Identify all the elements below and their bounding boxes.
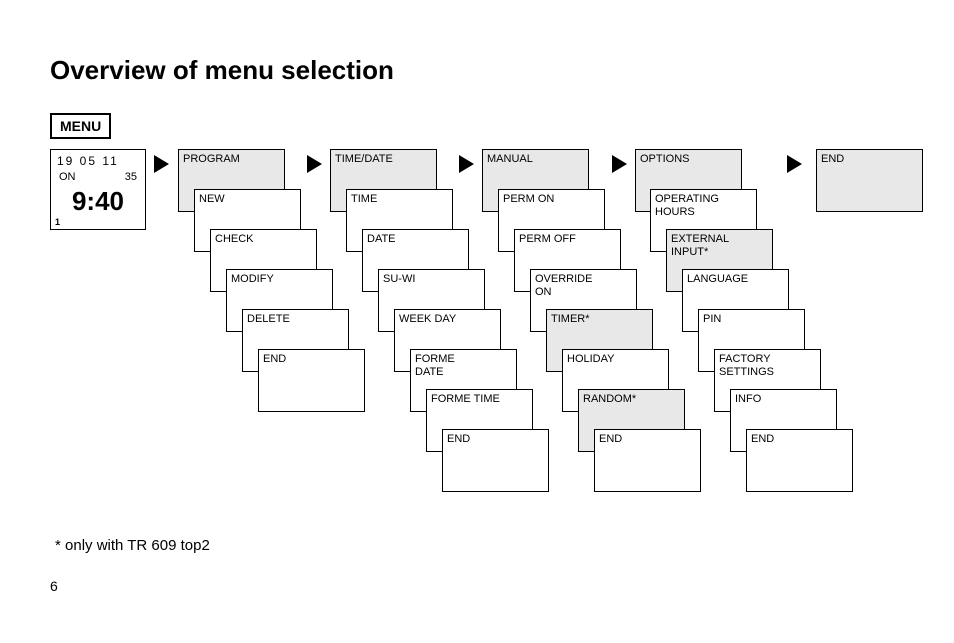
menu-item-label: TIME <box>351 193 377 206</box>
menu-item-label: WEEK DAY <box>399 313 456 326</box>
menu-item-label: DELETE <box>247 313 290 326</box>
menu-item-label: TIMER* <box>551 313 590 326</box>
menu-item-label: MODIFY <box>231 273 274 286</box>
page-number: 6 <box>50 578 58 594</box>
display-box: 19 05 11 ON 35 9:40 1 <box>50 149 146 230</box>
display-value-35: 35 <box>125 171 137 183</box>
menu-item-label: PERM OFF <box>519 233 576 246</box>
display-on-label: ON <box>59 171 76 183</box>
menu-label: MENU <box>50 113 111 139</box>
arrow-right-icon <box>612 155 627 173</box>
menu-item-label: END <box>263 353 286 366</box>
arrow-right-icon <box>307 155 322 173</box>
menu-item-label: SU-WI <box>383 273 415 286</box>
menu-item-label: END <box>751 433 774 446</box>
menu-item-label: END <box>447 433 470 446</box>
menu-head-label: PROGRAM <box>183 153 240 166</box>
menu-item-label: OPERATING HOURS <box>655 193 719 218</box>
page: Overview of menu selection MENU 19 05 11… <box>0 0 954 643</box>
menu-head-label: MANUAL <box>487 153 533 166</box>
menu-item-box: END <box>746 429 853 492</box>
menu-item-label: FACTORY SETTINGS <box>719 353 774 378</box>
menu-item-label: HOLIDAY <box>567 353 614 366</box>
menu-item-label: PERM ON <box>503 193 554 206</box>
menu-head-label: OPTIONS <box>640 153 690 166</box>
display-date: 19 05 11 <box>57 154 119 168</box>
menu-item-box: END <box>442 429 549 492</box>
menu-item-label: EXTERNAL INPUT* <box>671 233 729 258</box>
menu-item-label: PIN <box>703 313 721 326</box>
page-title: Overview of menu selection <box>50 55 394 86</box>
menu-head-label: END <box>821 153 844 166</box>
menu-item-label: NEW <box>199 193 225 206</box>
footnote: * only with TR 609 top2 <box>55 537 210 554</box>
menu-item-label: END <box>599 433 622 446</box>
arrow-right-icon <box>154 155 169 173</box>
menu-item-label: FORME DATE <box>415 353 455 378</box>
display-time: 9:40 <box>51 186 145 217</box>
menu-item-label: LANGUAGE <box>687 273 748 286</box>
display-index: 1 <box>55 217 60 227</box>
menu-head-label: TIME/DATE <box>335 153 393 166</box>
menu-item-label: OVERRIDE ON <box>535 273 592 298</box>
arrow-right-icon <box>459 155 474 173</box>
menu-item-box: END <box>594 429 701 492</box>
arrow-right-icon <box>787 155 802 173</box>
menu-item-label: DATE <box>367 233 396 246</box>
menu-item-box: END <box>258 349 365 412</box>
menu-item-label: INFO <box>735 393 761 406</box>
menu-head-end: END <box>816 149 923 212</box>
menu-item-label: FORME TIME <box>431 393 500 406</box>
menu-item-label: RANDOM* <box>583 393 636 406</box>
menu-item-label: CHECK <box>215 233 254 246</box>
